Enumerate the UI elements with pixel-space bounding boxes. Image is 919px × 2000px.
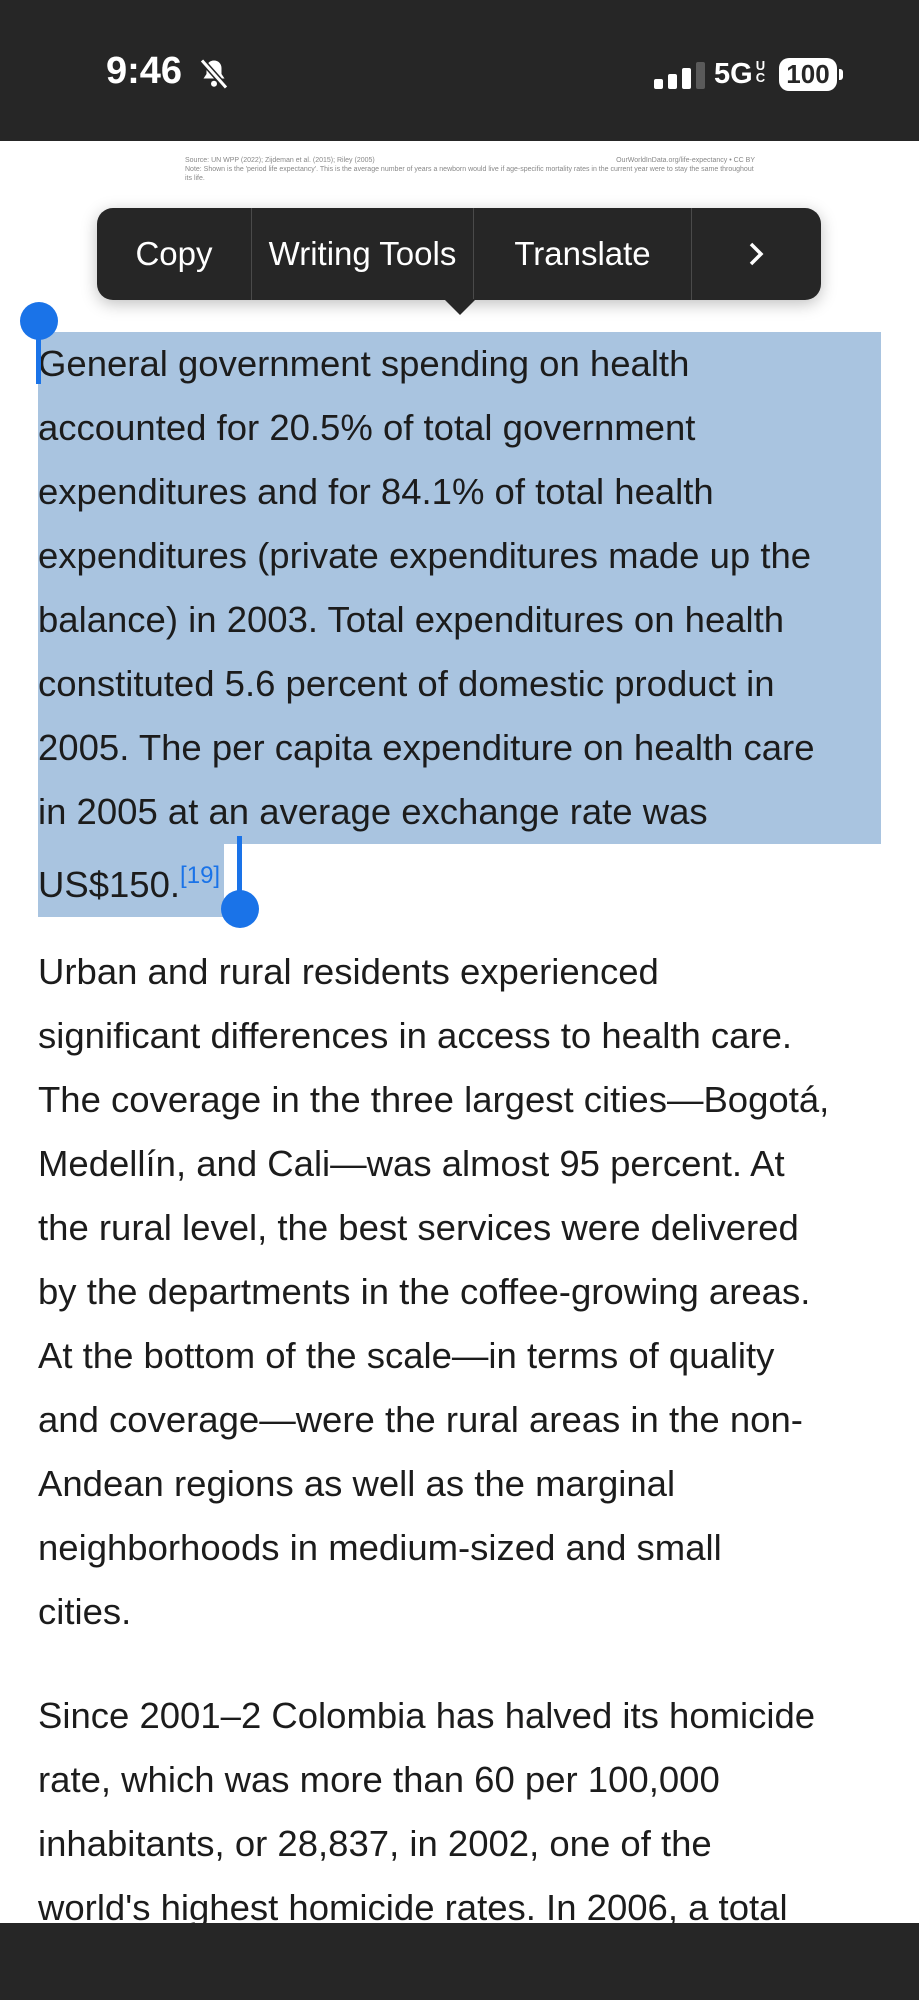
status-bar: 9:46 5G UC 100 (0, 0, 919, 141)
text-line: the rural level, the best services were … (38, 1196, 829, 1260)
translate-button[interactable]: Translate (474, 208, 692, 300)
line-text: and coverage—were the rural areas in the… (38, 1399, 803, 1440)
selection-start-handle[interactable] (36, 326, 41, 384)
text-line: General government spending on health (38, 332, 881, 396)
line-text: neighborhoods in medium-sized and small (38, 1527, 722, 1568)
line-text: At the bottom of the scale—in terms of q… (38, 1335, 775, 1376)
bottom-toolbar (0, 1923, 919, 2000)
text-line: Urban and rural residents experienced (38, 940, 829, 1004)
writing-tools-button[interactable]: Writing Tools (252, 208, 474, 300)
line-text: significant differences in access to hea… (38, 1015, 793, 1056)
text-line: in 2005 at an average exchange rate was (38, 780, 881, 844)
text-line: and coverage—were the rural areas in the… (38, 1388, 829, 1452)
text-line: accounted for 20.5% of total government (38, 396, 881, 460)
signal-icon (654, 62, 705, 89)
paragraph-urban-rural: Urban and rural residents experienced sig… (38, 940, 829, 1644)
line-text: accounted for 20.5% of total government (38, 407, 696, 448)
text-line: expenditures (private expenditures made … (38, 524, 881, 588)
network-type: 5G (714, 58, 753, 90)
line-text: world's highest homicide rates. In 2006,… (38, 1887, 788, 1928)
line-text: inhabitants, or 28,837, in 2002, one of … (38, 1823, 712, 1864)
line-text: the rural level, the best services were … (38, 1207, 799, 1248)
selection-start-knob[interactable] (20, 302, 58, 340)
text-line: rate, which was more than 60 per 100,000 (38, 1748, 815, 1812)
text-line: cities. (38, 1580, 829, 1644)
text-line: The coverage in the three largest cities… (38, 1068, 829, 1132)
line-text: balance) in 2003. Total expenditures on … (38, 599, 785, 640)
clock: 9:46 (106, 50, 183, 92)
battery-icon: 100 (779, 58, 837, 91)
context-menu: Copy Writing Tools Translate (97, 208, 821, 300)
paragraph-homicide: Since 2001–2 Colombia has halved its hom… (38, 1684, 815, 1940)
text-line: Since 2001–2 Colombia has halved its hom… (38, 1684, 815, 1748)
text-line: Andean regions as well as the marginal (38, 1452, 829, 1516)
source-note: Note: Shown is the 'period life expectan… (185, 166, 754, 182)
line-text: rate, which was more than 60 per 100,000 (38, 1759, 720, 1800)
line-text: The coverage in the three largest cities… (38, 1079, 830, 1120)
line-text: General government spending on health (38, 343, 690, 384)
line-text: Since 2001–2 Colombia has halved its hom… (38, 1695, 816, 1736)
text-line: expenditures and for 84.1% of total heal… (38, 460, 881, 524)
line-text: 2005. The per capita expenditure on heal… (38, 727, 815, 768)
line-text: constituted 5.6 percent of domestic prod… (38, 663, 775, 704)
text-line: constituted 5.6 percent of domestic prod… (38, 652, 881, 716)
text-line: US$150.[19] (38, 844, 225, 917)
line-text: expenditures (private expenditures made … (38, 535, 812, 576)
text-line: 2005. The per capita expenditure on heal… (38, 716, 881, 780)
line-text: expenditures and for 84.1% of total heal… (38, 471, 714, 512)
source-text: Source: UN WPP (2022); Zijdeman et al. (… (185, 157, 375, 164)
text-line: neighborhoods in medium-sized and small (38, 1516, 829, 1580)
bell-slash-icon (199, 58, 229, 90)
selection-end-handle[interactable] (237, 836, 242, 902)
chevron-right-icon (749, 242, 764, 266)
text-line: by the departments in the coffee-growing… (38, 1260, 829, 1324)
paragraph-health-spending[interactable]: General government spending on health acc… (38, 332, 881, 917)
line-text: Urban and rural residents experienced (38, 951, 659, 992)
figure-source: Source: UN WPP (2022); Zijdeman et al. (… (185, 156, 755, 183)
battery-nub (839, 69, 843, 80)
line-text: by the departments in the coffee-growing… (38, 1271, 811, 1312)
selection-end-knob[interactable] (221, 890, 259, 928)
line-text: cities. (38, 1591, 132, 1632)
menu-pointer (444, 299, 476, 315)
citation-link[interactable]: [19] (180, 862, 221, 889)
source-link[interactable]: OurWorldInData.org/life-expectancy • CC … (616, 157, 755, 164)
text-line: At the bottom of the scale—in terms of q… (38, 1324, 829, 1388)
line-text: Medellín, and Cali—was almost 95 percent… (38, 1143, 785, 1184)
line-text: US$150. (38, 864, 181, 905)
text-line: world's highest homicide rates. In 2006,… (38, 1876, 815, 1940)
network-suffix: UC (753, 58, 768, 82)
line-text: Andean regions as well as the marginal (38, 1463, 676, 1504)
text-line: balance) in 2003. Total expenditures on … (38, 588, 881, 652)
text-line: significant differences in access to hea… (38, 1004, 829, 1068)
copy-button[interactable]: Copy (97, 208, 252, 300)
text-line: inhabitants, or 28,837, in 2002, one of … (38, 1812, 815, 1876)
line-text: in 2005 at an average exchange rate was (38, 791, 708, 832)
more-button[interactable] (692, 208, 820, 300)
text-line: Medellín, and Cali—was almost 95 percent… (38, 1132, 829, 1196)
